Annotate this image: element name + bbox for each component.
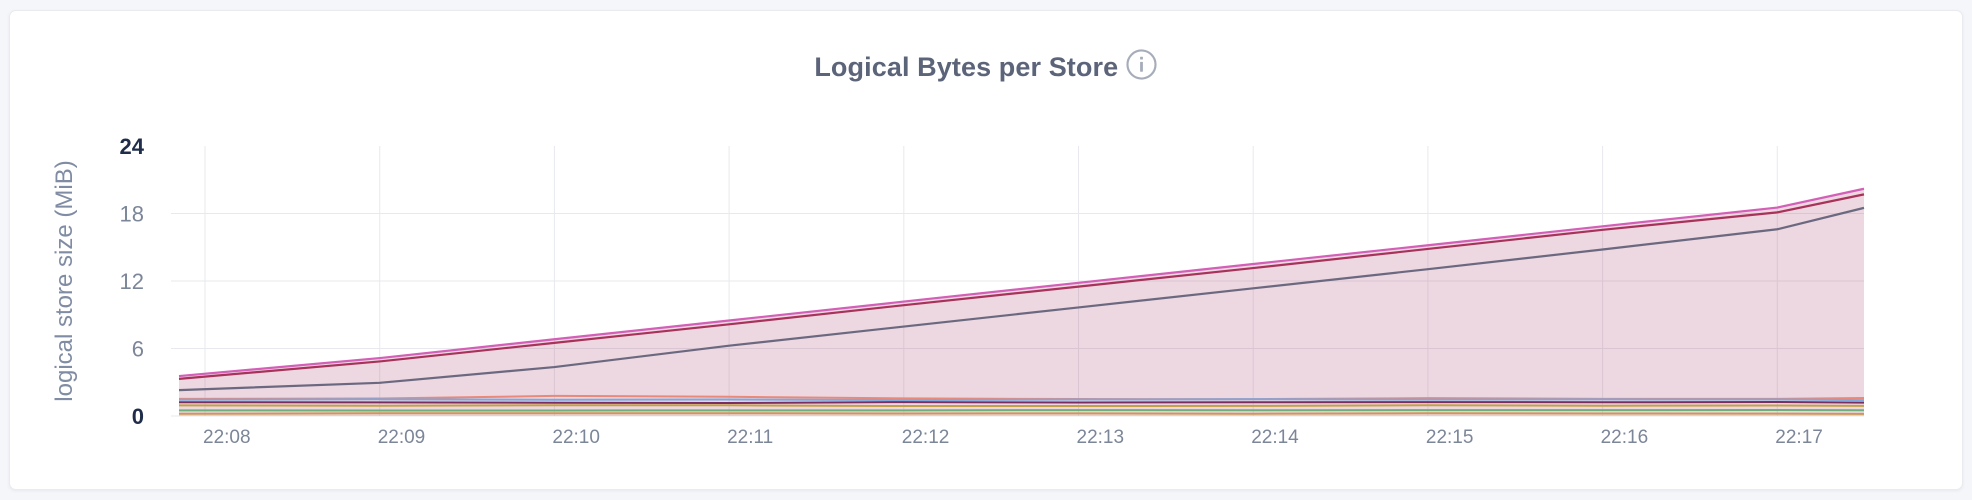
svg-text:22:13: 22:13	[1077, 427, 1125, 448]
svg-text:12: 12	[120, 269, 144, 294]
svg-text:22:14: 22:14	[1251, 427, 1299, 448]
svg-text:22:17: 22:17	[1775, 427, 1823, 448]
svg-text:22:15: 22:15	[1426, 427, 1474, 448]
svg-text:22:10: 22:10	[552, 427, 600, 448]
svg-text:0: 0	[132, 404, 144, 429]
svg-text:22:16: 22:16	[1601, 427, 1649, 448]
svg-text:18: 18	[120, 202, 144, 227]
svg-text:22:09: 22:09	[378, 427, 426, 448]
svg-text:22:12: 22:12	[902, 427, 950, 448]
svg-text:22:08: 22:08	[203, 427, 251, 448]
svg-text:6: 6	[132, 337, 144, 362]
svg-text:22:11: 22:11	[727, 427, 773, 448]
svg-text:24: 24	[120, 134, 145, 159]
